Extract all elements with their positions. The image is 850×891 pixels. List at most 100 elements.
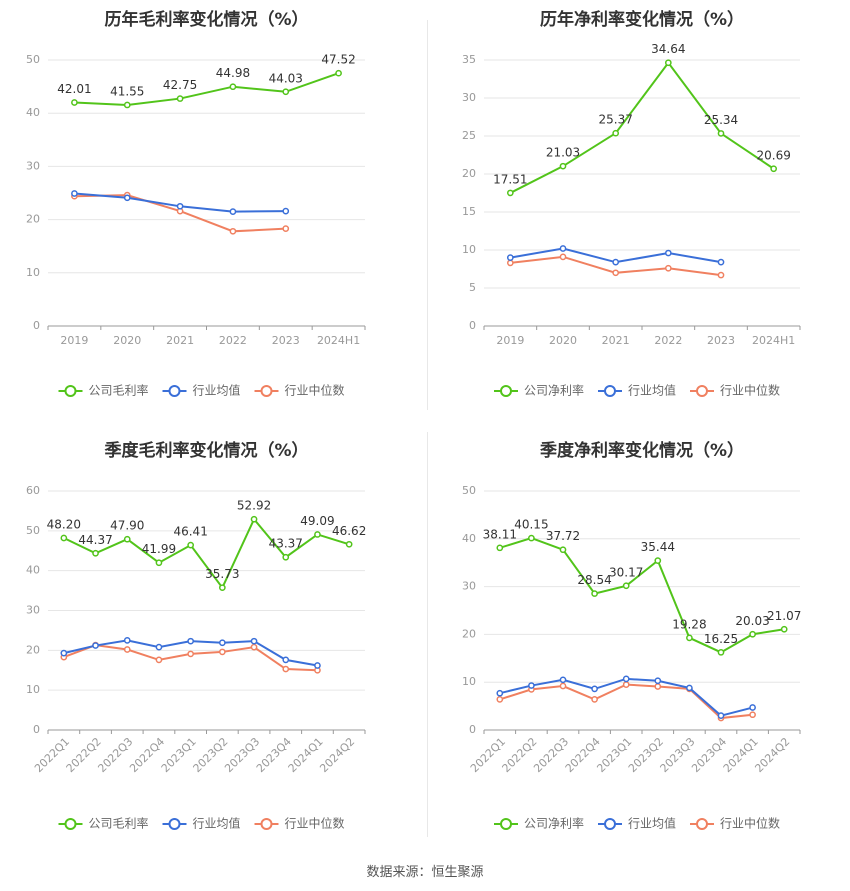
data-point[interactable] xyxy=(123,194,131,202)
legend-item[interactable]: 行业均值 xyxy=(628,816,676,831)
legend-swatch-marker[interactable] xyxy=(64,818,77,830)
legend-swatch-marker[interactable] xyxy=(168,818,181,830)
data-point[interactable] xyxy=(282,207,290,215)
data-point[interactable] xyxy=(770,165,778,173)
data-point[interactable] xyxy=(282,225,290,232)
data-point[interactable] xyxy=(187,637,194,645)
data-point[interactable] xyxy=(559,682,567,690)
data-point[interactable] xyxy=(559,245,567,252)
legend-swatch-marker[interactable] xyxy=(604,818,616,830)
data-point[interactable] xyxy=(506,259,514,267)
data-point[interactable] xyxy=(686,634,693,642)
legend-item[interactable]: 公司毛利率 xyxy=(89,383,149,398)
data-point[interactable] xyxy=(654,557,662,564)
data-point[interactable] xyxy=(749,711,756,719)
data-point[interactable] xyxy=(123,637,131,644)
data-point[interactable] xyxy=(155,643,163,651)
data-point[interactable] xyxy=(282,553,290,561)
data-point[interactable] xyxy=(71,190,78,197)
legend-item[interactable]: 行业中位数 xyxy=(720,816,780,831)
legend-swatch-marker[interactable] xyxy=(168,385,181,397)
data-point[interactable] xyxy=(749,704,756,711)
legend-item[interactable]: 行业均值 xyxy=(193,816,241,831)
data-point[interactable] xyxy=(780,625,788,633)
legend-item[interactable]: 行业均值 xyxy=(193,383,241,398)
data-point[interactable] xyxy=(229,83,237,91)
data-point[interactable] xyxy=(664,264,672,272)
data-point[interactable] xyxy=(187,541,194,549)
data-point[interactable] xyxy=(496,689,504,697)
data-point[interactable] xyxy=(717,130,725,137)
legend-swatch-marker[interactable] xyxy=(604,385,616,397)
data-point[interactable] xyxy=(123,646,131,653)
data-point[interactable] xyxy=(717,271,725,279)
data-point[interactable] xyxy=(622,582,630,590)
data-point[interactable] xyxy=(612,129,620,137)
data-point[interactable] xyxy=(60,649,68,657)
legend-item[interactable]: 行业中位数 xyxy=(285,816,345,831)
data-point[interactable] xyxy=(345,540,353,548)
data-point[interactable] xyxy=(282,656,290,664)
data-point[interactable] xyxy=(559,676,567,684)
data-point[interactable] xyxy=(686,684,693,692)
data-point[interactable] xyxy=(506,254,514,261)
legend-item[interactable]: 公司净利率 xyxy=(524,383,584,398)
data-point[interactable] xyxy=(176,202,184,210)
data-point[interactable] xyxy=(496,544,504,552)
legend-swatch-marker[interactable] xyxy=(260,818,273,830)
data-point[interactable] xyxy=(123,535,131,543)
legend-swatch-marker[interactable] xyxy=(64,385,77,397)
legend-item[interactable]: 行业中位数 xyxy=(720,383,780,398)
data-point[interactable] xyxy=(229,227,237,235)
data-point[interactable] xyxy=(60,534,68,542)
data-point[interactable] xyxy=(528,534,535,542)
legend-item[interactable]: 公司净利率 xyxy=(524,816,584,831)
data-point[interactable] xyxy=(71,99,78,106)
data-point[interactable] xyxy=(654,677,662,685)
data-point[interactable] xyxy=(219,584,226,592)
data-point[interactable] xyxy=(92,642,99,649)
data-point[interactable] xyxy=(335,69,342,77)
legend-swatch-marker[interactable] xyxy=(696,818,708,830)
legend-item[interactable]: 行业均值 xyxy=(628,383,676,398)
legend-item[interactable]: 行业中位数 xyxy=(285,383,345,398)
legend-swatch-marker[interactable] xyxy=(500,818,512,830)
data-point[interactable] xyxy=(123,101,131,109)
legend-swatch-marker[interactable] xyxy=(696,385,708,397)
data-point[interactable] xyxy=(314,662,321,669)
data-point[interactable] xyxy=(559,253,567,261)
data-point[interactable] xyxy=(654,683,662,690)
data-point[interactable] xyxy=(612,258,620,266)
data-point[interactable] xyxy=(559,546,567,554)
data-point[interactable] xyxy=(314,531,321,538)
legend-swatch-marker[interactable] xyxy=(260,385,273,397)
data-point[interactable] xyxy=(591,685,598,693)
data-point[interactable] xyxy=(187,650,194,658)
data-point[interactable] xyxy=(92,549,99,557)
legend-item[interactable]: 公司毛利率 xyxy=(89,816,149,831)
data-point[interactable] xyxy=(219,639,226,647)
data-point[interactable] xyxy=(528,682,535,689)
data-point[interactable] xyxy=(250,643,258,651)
data-point[interactable] xyxy=(250,515,258,523)
legend-swatch-marker[interactable] xyxy=(500,385,512,397)
data-point[interactable] xyxy=(717,258,725,266)
data-point[interactable] xyxy=(717,712,725,720)
data-point[interactable] xyxy=(591,590,598,597)
data-point[interactable] xyxy=(664,249,672,257)
data-point[interactable] xyxy=(250,637,258,645)
data-point[interactable] xyxy=(282,88,290,96)
data-point[interactable] xyxy=(496,696,504,703)
data-point[interactable] xyxy=(155,656,163,664)
data-point[interactable] xyxy=(749,630,756,638)
data-point[interactable] xyxy=(229,208,237,215)
data-point[interactable] xyxy=(559,162,567,170)
data-point[interactable] xyxy=(176,95,184,102)
data-point[interactable] xyxy=(622,681,630,688)
data-point[interactable] xyxy=(612,269,620,277)
data-point[interactable] xyxy=(155,559,163,567)
data-point[interactable] xyxy=(622,675,630,683)
data-point[interactable] xyxy=(717,648,725,656)
data-point[interactable] xyxy=(591,696,598,703)
data-point[interactable] xyxy=(282,665,290,673)
